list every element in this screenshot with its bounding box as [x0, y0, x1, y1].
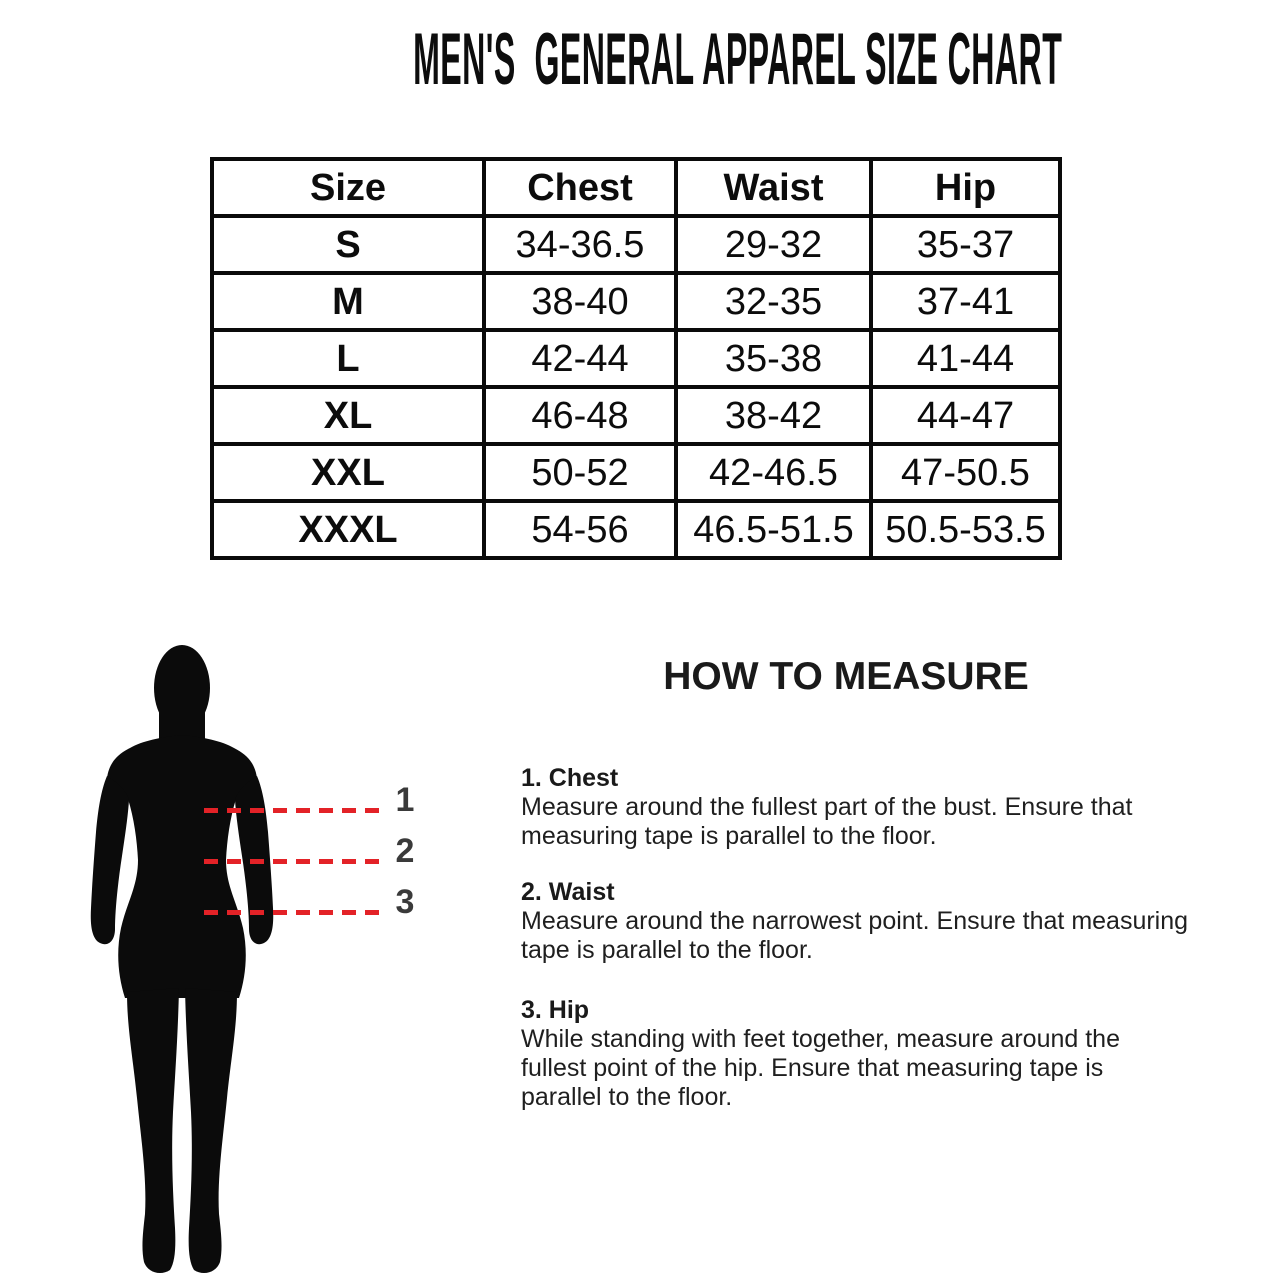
- instruction-body: Measure around the narrowest point. Ensu…: [521, 907, 1189, 964]
- cell-waist: 42-46.5: [674, 442, 873, 503]
- page-title-text: MEN'S GENERAL APPAREL SIZE CHART: [413, 19, 1063, 100]
- measure-instruction-hip: 3. Hip While standing with feet together,…: [521, 995, 1193, 1112]
- size-chart-table: Size Chest Waist Hip S 34-36.5 29-32 35-37 M 38-…: [210, 157, 1062, 560]
- male-silhouette: [90, 645, 274, 1274]
- how-to-measure-heading: HOW TO MEASURE: [663, 655, 1029, 698]
- measure-line: [204, 808, 382, 813]
- cell-waist: 29-32: [674, 214, 873, 275]
- cell-chest: 42-44: [482, 328, 678, 389]
- cell-size: XXXL: [210, 499, 486, 560]
- table-row: XXXL 54-56 46.5-51.5 50.5-53.5: [210, 499, 1062, 560]
- table-row: M 38-40 32-35 37-41: [210, 271, 1062, 332]
- cell-waist: 46.5-51.5: [674, 499, 873, 560]
- cell-hip: 50.5-53.5: [869, 499, 1062, 560]
- col-header-waist: Waist: [674, 157, 873, 218]
- measure-instruction-waist: 2. Waist Measure around the narrowest poi…: [521, 877, 1193, 965]
- measure-line: [204, 859, 382, 864]
- cell-hip: 35-37: [869, 214, 1062, 275]
- measure-number: 2: [395, 832, 415, 870]
- cell-hip: 44-47: [869, 385, 1062, 446]
- instruction-label: 3. Hip: [521, 996, 590, 1024]
- measure-number: 1: [395, 781, 415, 819]
- measure-line: [204, 910, 382, 915]
- cell-hip: 37-41: [869, 271, 1062, 332]
- silhouette-right-leg: [185, 988, 237, 1274]
- table-row: XL 46-48 38-42 44-47: [210, 385, 1062, 446]
- table-row: XXL 50-52 42-46.5 47-50.5: [210, 442, 1062, 503]
- cell-chest: 34-36.5: [482, 214, 678, 275]
- cell-size: L: [210, 328, 486, 389]
- measure-instruction-chest: 1. Chest Measure around the fullest part …: [521, 763, 1193, 851]
- cell-size: XXL: [210, 442, 486, 503]
- measure-number: 3: [395, 883, 415, 921]
- cell-chest: 46-48: [482, 385, 678, 446]
- col-header-hip: Hip: [869, 157, 1062, 218]
- silhouette-left-arm: [90, 776, 129, 945]
- cell-hip: 47-50.5: [869, 442, 1062, 503]
- silhouette-left-leg: [127, 988, 179, 1274]
- table-row: S 34-36.5 29-32 35-37: [210, 214, 1062, 275]
- table-header-row: Size Chest Waist Hip: [210, 157, 1062, 218]
- instruction-label: 2. Waist: [521, 878, 615, 906]
- cell-size: S: [210, 214, 486, 275]
- cell-chest: 38-40: [482, 271, 678, 332]
- cell-waist: 35-38: [674, 328, 873, 389]
- instruction-body: Measure around the fullest part of the b…: [521, 793, 1133, 850]
- table-row: L 42-44 35-38 41-44: [210, 328, 1062, 389]
- cell-hip: 41-44: [869, 328, 1062, 389]
- page-title: MEN'S GENERAL APPAREL SIZE CHART: [0, 19, 1280, 100]
- cell-chest: 54-56: [482, 499, 678, 560]
- col-header-size: Size: [210, 157, 486, 218]
- instruction-body: While standing with feet together, measu…: [521, 1025, 1120, 1111]
- cell-chest: 50-52: [482, 442, 678, 503]
- how-to-measure-section: HOW TO MEASURE 1. Chest Measure around th…: [521, 655, 1193, 1112]
- cell-size: XL: [210, 385, 486, 446]
- instruction-label: 1. Chest: [521, 764, 619, 792]
- cell-waist: 38-42: [674, 385, 873, 446]
- col-header-chest: Chest: [482, 157, 678, 218]
- cell-waist: 32-35: [674, 271, 873, 332]
- cell-size: M: [210, 271, 486, 332]
- silhouette-torso: [107, 735, 257, 998]
